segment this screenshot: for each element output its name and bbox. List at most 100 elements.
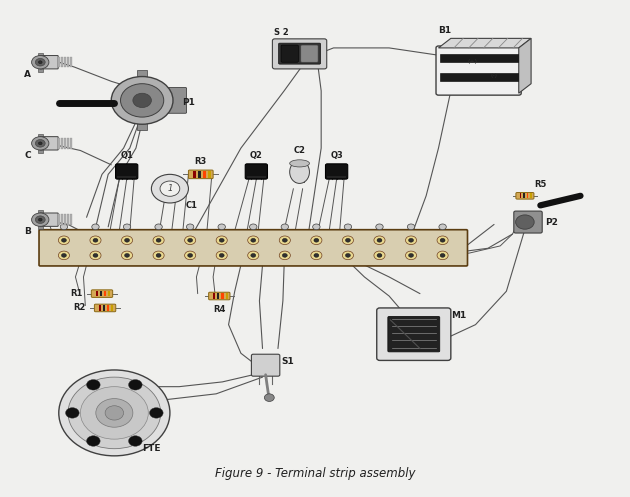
Circle shape	[311, 236, 322, 245]
FancyBboxPatch shape	[40, 137, 58, 150]
Ellipse shape	[290, 161, 309, 183]
Circle shape	[437, 236, 448, 245]
Bar	[117, 176, 136, 178]
Circle shape	[81, 387, 148, 439]
Circle shape	[251, 253, 256, 257]
Bar	[99, 305, 101, 311]
Circle shape	[185, 251, 196, 259]
Text: P1: P1	[182, 98, 195, 107]
Circle shape	[122, 236, 132, 245]
Text: Q3: Q3	[330, 151, 343, 160]
Circle shape	[311, 251, 322, 259]
Circle shape	[66, 408, 79, 418]
Circle shape	[96, 399, 133, 427]
Bar	[107, 305, 109, 311]
Circle shape	[92, 224, 99, 230]
Circle shape	[105, 406, 123, 420]
Ellipse shape	[120, 83, 164, 117]
Text: S1: S1	[281, 357, 294, 366]
Bar	[221, 293, 224, 299]
Text: M1: M1	[451, 311, 466, 320]
Circle shape	[439, 224, 446, 230]
Circle shape	[409, 253, 413, 257]
Polygon shape	[438, 38, 531, 48]
Text: Figure 9 - Terminal strip assembly: Figure 9 - Terminal strip assembly	[215, 467, 415, 480]
Bar	[328, 176, 346, 178]
Circle shape	[314, 239, 319, 242]
Bar	[60, 57, 63, 68]
Bar	[213, 293, 215, 299]
Circle shape	[279, 251, 290, 259]
Circle shape	[282, 253, 287, 257]
Circle shape	[282, 239, 287, 242]
Bar	[137, 71, 147, 78]
Bar	[520, 193, 522, 198]
Circle shape	[122, 251, 132, 259]
Circle shape	[32, 56, 49, 69]
Circle shape	[160, 181, 180, 196]
Circle shape	[185, 236, 196, 245]
FancyBboxPatch shape	[251, 354, 280, 376]
FancyBboxPatch shape	[209, 292, 230, 300]
Circle shape	[35, 59, 45, 66]
Circle shape	[218, 224, 226, 230]
Bar	[64, 214, 66, 225]
Circle shape	[374, 251, 385, 259]
FancyBboxPatch shape	[388, 317, 440, 352]
Circle shape	[440, 239, 445, 242]
Circle shape	[59, 236, 69, 245]
Text: B: B	[25, 227, 32, 236]
Circle shape	[93, 253, 98, 257]
Circle shape	[38, 61, 42, 64]
Circle shape	[375, 224, 383, 230]
Circle shape	[219, 239, 224, 242]
Circle shape	[38, 218, 42, 221]
Bar	[67, 214, 69, 225]
Circle shape	[377, 239, 382, 242]
Text: P2: P2	[546, 218, 558, 227]
Circle shape	[251, 239, 256, 242]
Circle shape	[38, 142, 42, 145]
Bar	[57, 57, 60, 68]
Circle shape	[86, 436, 100, 446]
FancyBboxPatch shape	[188, 170, 213, 178]
Circle shape	[188, 239, 193, 242]
Bar	[64, 57, 66, 68]
FancyBboxPatch shape	[436, 46, 521, 95]
Bar	[57, 138, 60, 149]
Circle shape	[374, 236, 385, 245]
Bar	[104, 291, 106, 297]
FancyBboxPatch shape	[39, 230, 467, 266]
Bar	[440, 54, 517, 62]
Bar	[70, 57, 72, 68]
FancyBboxPatch shape	[377, 308, 451, 360]
Circle shape	[35, 216, 45, 224]
Bar	[67, 138, 69, 149]
Circle shape	[123, 224, 131, 230]
Text: B1: B1	[438, 25, 452, 35]
Circle shape	[151, 174, 188, 203]
Circle shape	[409, 239, 413, 242]
Bar	[440, 73, 517, 82]
Circle shape	[437, 251, 448, 259]
Circle shape	[62, 253, 66, 257]
Circle shape	[377, 253, 382, 257]
Circle shape	[314, 253, 319, 257]
Bar	[67, 57, 69, 68]
Circle shape	[279, 236, 290, 245]
Circle shape	[93, 239, 98, 242]
Text: R3: R3	[195, 157, 207, 166]
Bar	[70, 214, 72, 225]
Circle shape	[90, 236, 101, 245]
Circle shape	[219, 253, 224, 257]
Circle shape	[156, 253, 161, 257]
Bar	[38, 210, 43, 229]
Bar	[64, 138, 66, 149]
Circle shape	[342, 251, 353, 259]
Bar	[527, 193, 529, 198]
Bar	[96, 291, 98, 297]
Circle shape	[62, 239, 66, 242]
Bar	[208, 171, 210, 178]
FancyBboxPatch shape	[272, 39, 327, 69]
Polygon shape	[518, 38, 531, 93]
